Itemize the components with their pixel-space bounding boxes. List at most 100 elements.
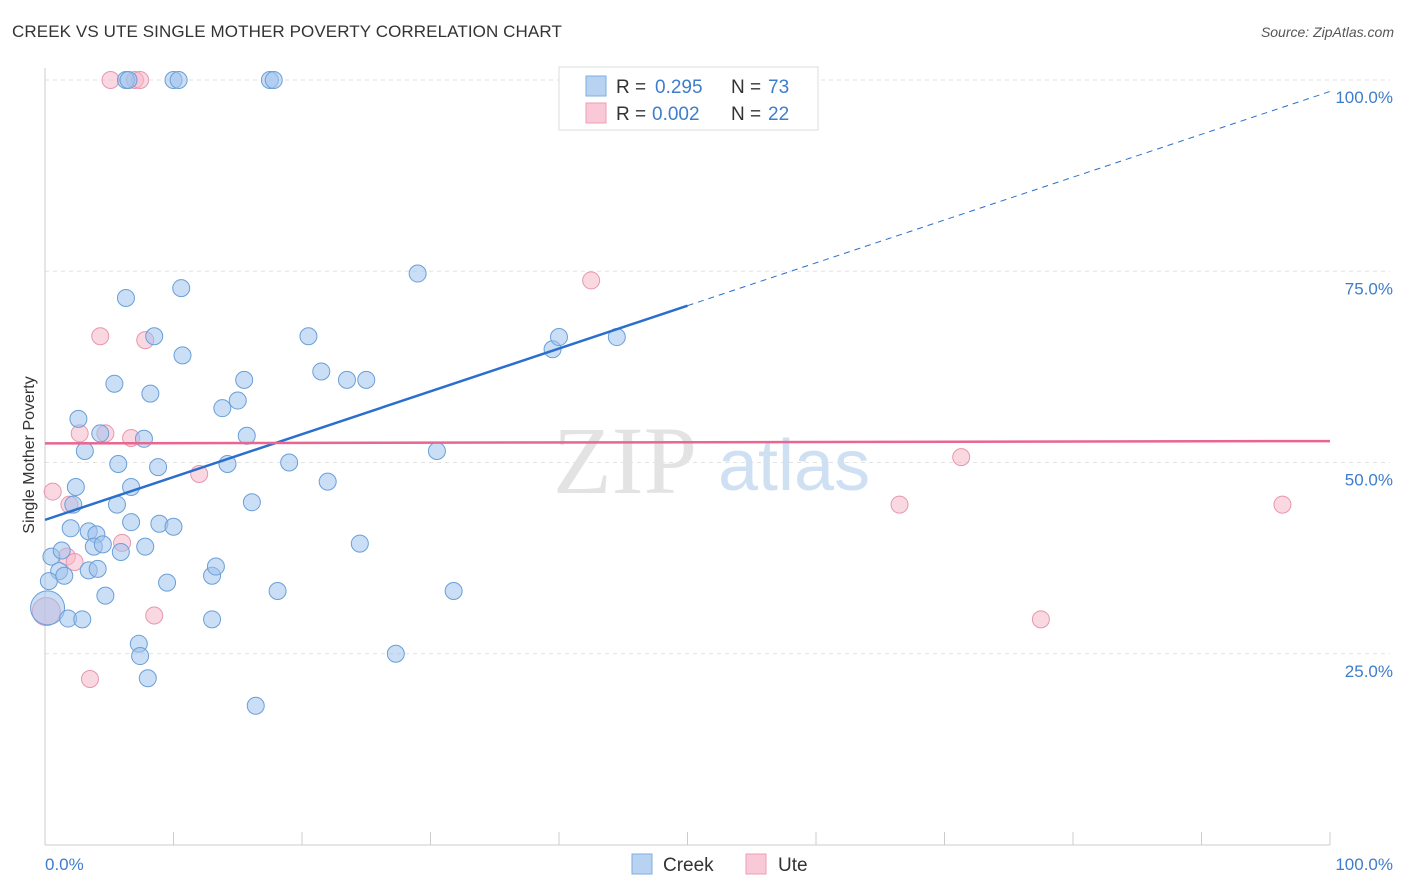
creek-point [39,572,58,591]
ute-point [145,606,164,625]
ute-r-label: R = [616,104,646,125]
y-tick-label: 50.0% [1345,471,1393,490]
ute-point [1031,610,1050,629]
creek-point [61,519,80,538]
creek-point [337,370,356,389]
creek-point [206,557,225,576]
creek-point [136,537,155,556]
creek-point [66,477,85,496]
creek-point [235,370,254,389]
ute-point [952,448,971,467]
legend-ute-swatch [745,853,767,875]
creek-point [264,71,283,89]
creek-point [93,535,112,554]
ute-points [31,71,1292,688]
legend-creek-label: Creek [663,855,714,876]
ute-point [80,669,99,688]
ute-point [91,327,110,346]
watermark-atlas: atlas [718,426,870,506]
axes [44,68,1331,846]
ute-n-value: 22 [768,104,789,125]
creek-n-label: N = [731,77,761,98]
creek-point [75,442,94,461]
series-legend: Creek Ute [631,853,808,876]
ute-point [890,495,909,514]
creek-point [299,327,318,346]
chart-source: Source: ZipAtlas.com [1260,24,1394,40]
creek-point [203,610,222,629]
creek-point [268,582,287,601]
creek-trend-line [44,304,688,522]
creek-point [134,429,153,448]
creek-point [69,409,88,428]
creek-point [111,543,130,562]
creek-point [357,370,376,389]
y-tick-label: 75.0% [1345,279,1393,298]
creek-point [131,647,150,666]
creek-point [172,279,191,298]
ute-n-label: N = [731,104,761,125]
ute-r-value: 0.002 [652,104,700,125]
y-axis-label: Single Mother Poverty [21,376,38,533]
creek-point [52,541,71,560]
x-tick-label-left: 0.0% [45,855,84,874]
creek-point [96,586,115,605]
creek-point [386,644,405,663]
chart-title: CREEK VS UTE SINGLE MOTHER POVERTY CORRE… [12,22,562,41]
creek-point [408,264,427,283]
creek-point [246,696,265,715]
creek-point [116,289,135,308]
creek-point [280,453,299,472]
creek-point [119,71,138,89]
legend-ute-label: Ute [778,855,808,876]
watermark: ZIP atlas [553,407,870,514]
creek-point [318,472,337,491]
ute-trend-line [44,439,1331,445]
creek-point [141,384,160,403]
creek-point [228,391,247,410]
creek-trend-extension [687,91,1331,307]
creek-point [73,610,92,629]
creek-point [149,458,168,477]
ute-swatch [585,102,607,124]
creek-point [237,426,256,445]
creek-r-value: 0.295 [655,77,703,98]
creek-point [88,559,107,578]
creek-point [122,513,141,532]
creek-point [55,566,74,585]
creek-point [158,573,177,592]
legend-creek-swatch [631,853,653,875]
creek-swatch [585,75,607,97]
creek-point [242,493,261,512]
creek-point [30,590,66,626]
creek-r-label: R = [616,77,646,98]
watermark-zip: ZIP [553,407,697,514]
stats-legend: R = 0.295 N = 73 R = 0.002 N = 22 [558,66,819,131]
creek-point [138,669,157,688]
creek-point [550,328,568,347]
creek-point [145,327,164,346]
ute-point [43,482,62,501]
creek-point [312,362,331,381]
creek-point [213,399,232,418]
ute-point [65,552,84,571]
ute-point [1273,495,1292,514]
creek-point [105,374,124,393]
creek-point [91,424,110,443]
creek-point [350,534,369,553]
tick-labels: 100.0% 75.0% 50.0% 25.0% 0.0% 100.0% [45,88,1393,874]
trend-lines [44,91,1331,522]
creek-point [164,517,183,536]
x-tick-label-right: 100.0% [1335,855,1393,874]
ute-point [101,71,120,89]
creek-n-value: 73 [768,77,789,98]
creek-points [30,71,626,715]
y-tick-label: 100.0% [1335,88,1393,107]
creek-point [427,442,446,461]
ute-point [582,271,601,290]
gridlines [45,79,1390,655]
y-tick-label: 25.0% [1345,662,1393,681]
creek-point [173,346,192,365]
creek-point [122,477,141,496]
